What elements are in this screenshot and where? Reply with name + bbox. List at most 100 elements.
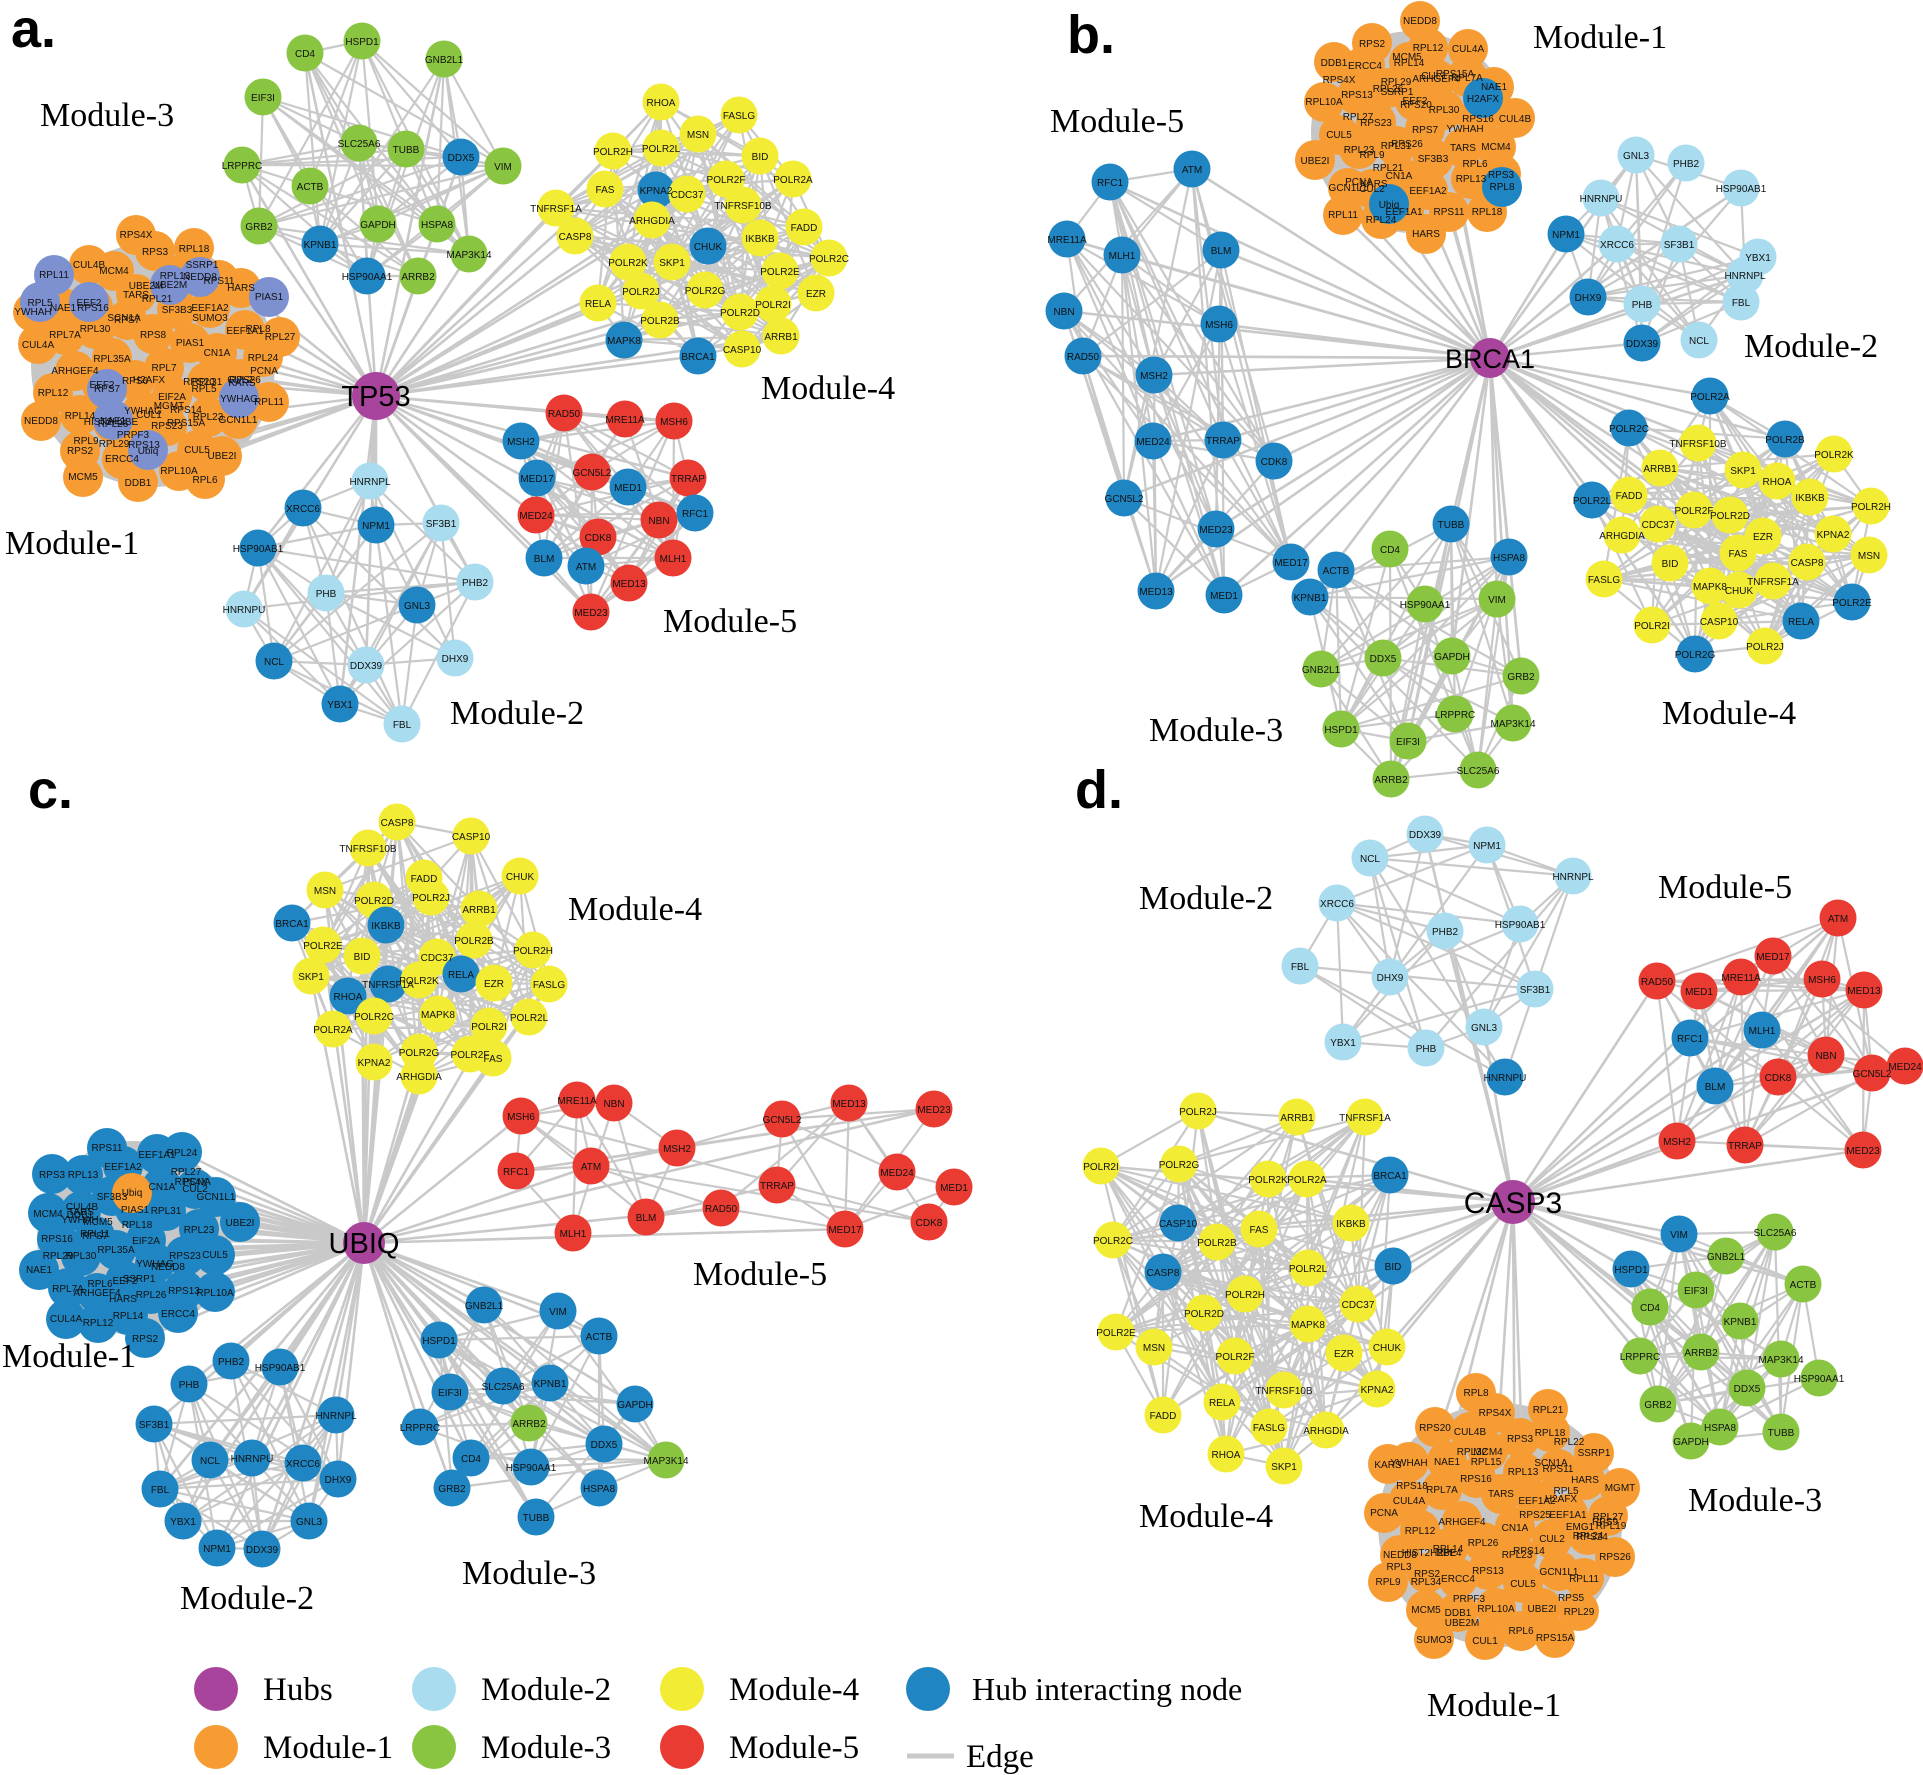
svg-text:CUL5: CUL5 <box>1326 130 1352 141</box>
svg-text:RPL18: RPL18 <box>179 244 210 255</box>
svg-text:RPL9: RPL9 <box>73 436 98 447</box>
svg-text:CASP10: CASP10 <box>452 832 491 843</box>
svg-text:EEF2: EEF2 <box>89 380 114 391</box>
svg-text:RELA: RELA <box>1788 617 1814 628</box>
svg-text:YWHAH: YWHAH <box>14 307 51 318</box>
svg-text:GNL3: GNL3 <box>1471 1023 1498 1034</box>
svg-text:POLR2L: POLR2L <box>1573 496 1612 507</box>
svg-text:HSPD1: HSPD1 <box>1614 1265 1648 1276</box>
svg-text:SLC25A6: SLC25A6 <box>1457 766 1500 777</box>
svg-text:RPL34: RPL34 <box>1411 1577 1442 1588</box>
svg-text:HARS: HARS <box>1412 229 1440 240</box>
svg-text:MED1: MED1 <box>940 1183 968 1194</box>
svg-text:EEF1A1: EEF1A1 <box>1385 207 1423 218</box>
svg-text:RPL10A: RPL10A <box>160 466 198 477</box>
svg-text:Ubiq: Ubiq <box>122 1188 143 1199</box>
svg-text:MLH1: MLH1 <box>660 554 687 565</box>
svg-text:MED13: MED13 <box>1139 587 1173 598</box>
svg-text:RPL11: RPL11 <box>1328 210 1358 221</box>
svg-text:SSRP1: SSRP1 <box>186 260 219 271</box>
svg-text:POLR2G: POLR2G <box>685 286 726 297</box>
svg-text:YWHAG: YWHAG <box>124 406 162 417</box>
svg-text:MAPK8: MAPK8 <box>1291 1320 1325 1331</box>
svg-text:IKBKB: IKBKB <box>1336 1219 1366 1230</box>
svg-text:POLR2J: POLR2J <box>1746 642 1784 653</box>
svg-text:CD4: CD4 <box>1380 545 1400 556</box>
svg-text:CUL1: CUL1 <box>136 410 162 421</box>
svg-text:NPM1: NPM1 <box>1473 841 1501 852</box>
svg-text:ACTB: ACTB <box>1790 1280 1817 1291</box>
svg-text:ATM: ATM <box>576 562 596 573</box>
svg-text:RPS2: RPS2 <box>67 446 94 457</box>
svg-text:RPL9: RPL9 <box>1359 150 1384 161</box>
svg-text:HSPD1: HSPD1 <box>1324 725 1358 736</box>
svg-text:HSP90AA1: HSP90AA1 <box>342 272 393 283</box>
svg-text:SF3B3: SF3B3 <box>162 305 193 316</box>
svg-text:RPL7A: RPL7A <box>49 330 81 341</box>
svg-text:POLR2H: POLR2H <box>1851 502 1891 513</box>
svg-text:MSH6: MSH6 <box>1205 320 1233 331</box>
svg-text:IKBKB: IKBKB <box>371 921 401 932</box>
svg-text:CN1A: CN1A <box>1386 171 1413 182</box>
svg-text:FASLG: FASLG <box>723 111 755 122</box>
svg-text:YBX1: YBX1 <box>1745 253 1771 264</box>
svg-text:SF3B1: SF3B1 <box>1520 985 1551 996</box>
svg-text:RPL6: RPL6 <box>1462 159 1487 170</box>
svg-text:RPL27: RPL27 <box>171 1167 202 1178</box>
svg-text:CUL1: CUL1 <box>1421 71 1447 82</box>
svg-text:SLC25A6: SLC25A6 <box>1754 1228 1797 1239</box>
svg-text:TNFRSF1A: TNFRSF1A <box>530 204 582 215</box>
svg-text:MED13: MED13 <box>832 1099 866 1110</box>
svg-text:EZR: EZR <box>1334 1349 1354 1360</box>
svg-text:NBN: NBN <box>603 1099 624 1110</box>
svg-text:HNRNPU: HNRNPU <box>223 605 266 616</box>
svg-text:NEDD8: NEDD8 <box>1383 1550 1417 1561</box>
svg-text:RPL14: RPL14 <box>1394 58 1425 69</box>
svg-text:DDB1: DDB1 <box>67 1210 94 1221</box>
svg-text:GCN5L2: GCN5L2 <box>573 468 612 479</box>
svg-text:RPL7A: RPL7A <box>52 1284 84 1295</box>
svg-text:HSPA8: HSPA8 <box>1493 553 1525 564</box>
svg-text:RPL26: RPL26 <box>136 1290 167 1301</box>
svg-text:H2AFX: H2AFX <box>1545 1494 1578 1505</box>
svg-text:HSPA8: HSPA8 <box>421 220 453 231</box>
svg-text:HSPA8: HSPA8 <box>583 1484 615 1495</box>
svg-text:MCM4: MCM4 <box>33 1209 63 1220</box>
svg-text:MAP3K14: MAP3K14 <box>1758 1355 1803 1366</box>
svg-text:PHB2: PHB2 <box>1432 927 1459 938</box>
svg-text:BLM: BLM <box>534 554 555 565</box>
svg-text:TARS: TARS <box>1450 143 1476 154</box>
svg-text:ARRB2: ARRB2 <box>401 272 435 283</box>
svg-text:POLR2E: POLR2E <box>760 267 800 278</box>
svg-text:CUL4A: CUL4A <box>1452 44 1485 55</box>
svg-text:ACTB: ACTB <box>586 1332 613 1343</box>
svg-text:KARS: KARS <box>1374 1460 1402 1471</box>
svg-text:RPS16: RPS16 <box>1460 1474 1492 1485</box>
svg-text:BID: BID <box>1385 1262 1402 1273</box>
svg-text:RPL31: RPL31 <box>192 377 223 388</box>
svg-text:UBE2M: UBE2M <box>129 281 163 292</box>
svg-text:IKBKB: IKBKB <box>1795 493 1825 504</box>
svg-text:GCN1L1: GCN1L1 <box>219 415 258 426</box>
svg-text:MLH1: MLH1 <box>1749 1026 1776 1037</box>
svg-text:PRPF3: PRPF3 <box>117 430 150 441</box>
svg-text:RHOA: RHOA <box>1212 1450 1241 1461</box>
svg-text:POLR2A: POLR2A <box>1287 1175 1327 1186</box>
svg-text:POLR2F: POLR2F <box>1216 1352 1255 1363</box>
svg-text:TNFRSF1A: TNFRSF1A <box>1339 1113 1391 1124</box>
svg-text:HARS: HARS <box>227 283 255 294</box>
svg-text:NCL: NCL <box>1689 336 1709 347</box>
svg-text:VIM: VIM <box>494 162 512 173</box>
svg-text:EEF1A2: EEF1A2 <box>191 303 229 314</box>
svg-text:RPL24: RPL24 <box>1366 215 1397 226</box>
svg-text:HNRNPU: HNRNPU <box>231 1454 274 1465</box>
svg-text:RPL21: RPL21 <box>142 294 173 305</box>
svg-text:TNFRSF10B: TNFRSF10B <box>714 201 772 212</box>
svg-text:GNB2L1: GNB2L1 <box>1302 665 1341 676</box>
svg-text:CDK8: CDK8 <box>1261 457 1288 468</box>
svg-text:ARRB2: ARRB2 <box>1684 1348 1718 1359</box>
svg-text:FADD: FADD <box>791 223 818 234</box>
svg-text:MGMT: MGMT <box>154 401 185 412</box>
svg-text:NAE1: NAE1 <box>26 1265 53 1276</box>
svg-text:ERCC4: ERCC4 <box>161 1309 195 1320</box>
